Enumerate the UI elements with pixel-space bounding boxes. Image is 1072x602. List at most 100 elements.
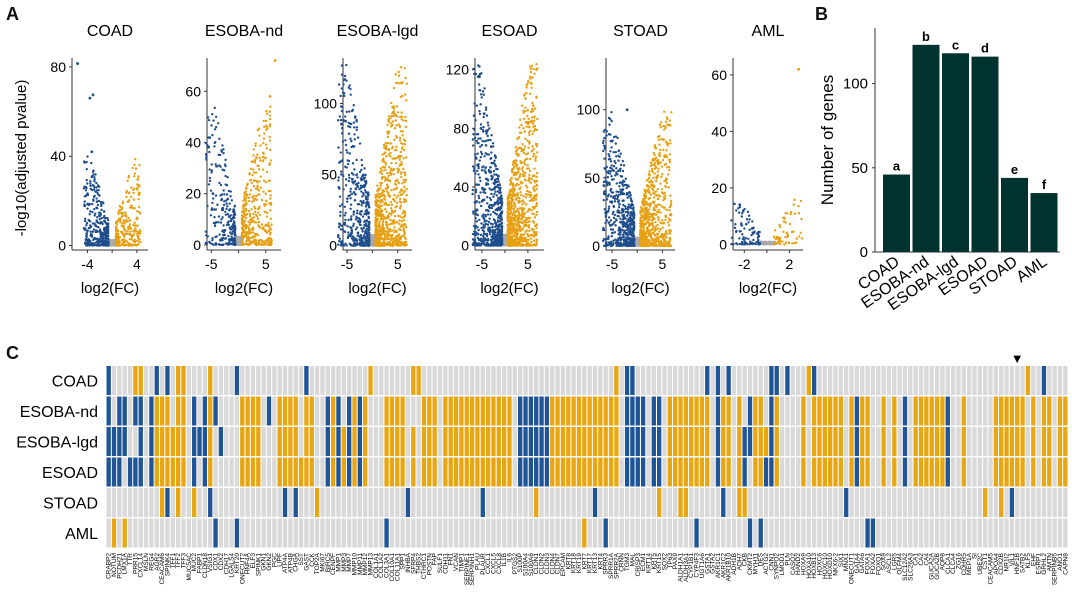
point-down	[361, 239, 364, 243]
point-down	[619, 163, 623, 167]
point-down	[91, 188, 94, 192]
point-down	[345, 149, 348, 152]
point-down	[232, 213, 235, 217]
point-down	[220, 149, 223, 152]
point-down	[355, 128, 358, 132]
point-down	[230, 237, 233, 241]
point-up	[384, 142, 388, 145]
point-up	[527, 178, 530, 182]
point-down	[99, 239, 103, 243]
point-down	[347, 218, 350, 222]
point-up	[511, 195, 514, 198]
point-up	[378, 207, 382, 210]
point-down	[615, 244, 618, 248]
point-up	[253, 210, 257, 214]
point-down	[340, 224, 343, 227]
point-up	[400, 175, 403, 179]
point-up	[527, 223, 531, 227]
point-down	[99, 233, 102, 236]
point-up	[522, 207, 526, 210]
point-down	[211, 237, 214, 240]
point-up	[258, 213, 262, 217]
point-down	[350, 215, 353, 218]
point-up	[248, 242, 251, 245]
point-down	[479, 150, 483, 154]
point-down	[346, 159, 349, 162]
point-down	[86, 193, 90, 197]
point-up	[376, 242, 380, 245]
point-down	[472, 67, 475, 71]
point-up	[125, 195, 128, 199]
y-tick-label: 40	[185, 134, 201, 150]
point-up	[404, 243, 408, 247]
point-down	[106, 222, 109, 226]
point-down	[479, 204, 483, 208]
point-down	[602, 149, 605, 153]
point-down	[217, 221, 220, 224]
point-down	[486, 202, 489, 205]
point-down	[224, 158, 227, 162]
point-down	[475, 201, 478, 204]
point-down	[349, 190, 352, 193]
point-down	[355, 173, 359, 176]
point-up	[384, 151, 387, 154]
point-down	[96, 203, 100, 207]
point-up	[251, 196, 254, 199]
point-up	[511, 184, 514, 187]
point-down	[368, 221, 371, 225]
point-down	[359, 210, 362, 213]
point-down	[479, 137, 482, 140]
point-up	[523, 178, 527, 181]
point-down	[222, 151, 225, 155]
point-up	[267, 230, 271, 233]
point-down	[488, 228, 491, 231]
point-up	[532, 188, 536, 191]
point-down	[626, 192, 630, 195]
point-down	[363, 224, 366, 227]
point-up	[256, 186, 259, 189]
point-up	[405, 187, 408, 191]
point-up	[389, 228, 392, 231]
point-down	[338, 204, 342, 208]
point-down	[348, 194, 352, 197]
point-up	[394, 81, 398, 85]
plot-title: ESOAD	[481, 23, 537, 40]
point-up	[245, 184, 249, 187]
point-down	[474, 72, 478, 76]
point-down	[612, 210, 615, 214]
point-down	[355, 158, 358, 162]
point-up	[399, 225, 402, 229]
point-up	[506, 233, 510, 236]
point-down	[355, 242, 359, 245]
point-down	[363, 167, 366, 170]
point-up	[381, 189, 385, 192]
point-down	[206, 204, 209, 208]
point-down	[473, 136, 477, 140]
point-down	[99, 200, 103, 204]
point-down	[609, 219, 613, 222]
point-down	[354, 228, 358, 231]
point-down	[624, 210, 628, 214]
point-down	[359, 223, 362, 227]
point-up	[252, 184, 256, 188]
point-up	[255, 198, 259, 201]
point-down	[617, 154, 620, 158]
point-up	[405, 99, 408, 102]
point-down	[490, 161, 493, 165]
point-down	[492, 210, 495, 214]
point-down	[357, 232, 360, 235]
point-up	[254, 142, 257, 145]
point-down	[479, 123, 483, 126]
point-ns	[372, 234, 375, 238]
panel-label-c: C	[6, 343, 19, 363]
point-up	[506, 216, 510, 220]
point-up	[389, 244, 393, 247]
point-up	[380, 181, 383, 185]
point-up	[388, 240, 391, 244]
point-up	[401, 146, 404, 149]
point-up	[248, 213, 252, 216]
point-down	[95, 219, 98, 222]
point-down	[609, 150, 612, 153]
point-down	[617, 159, 620, 162]
